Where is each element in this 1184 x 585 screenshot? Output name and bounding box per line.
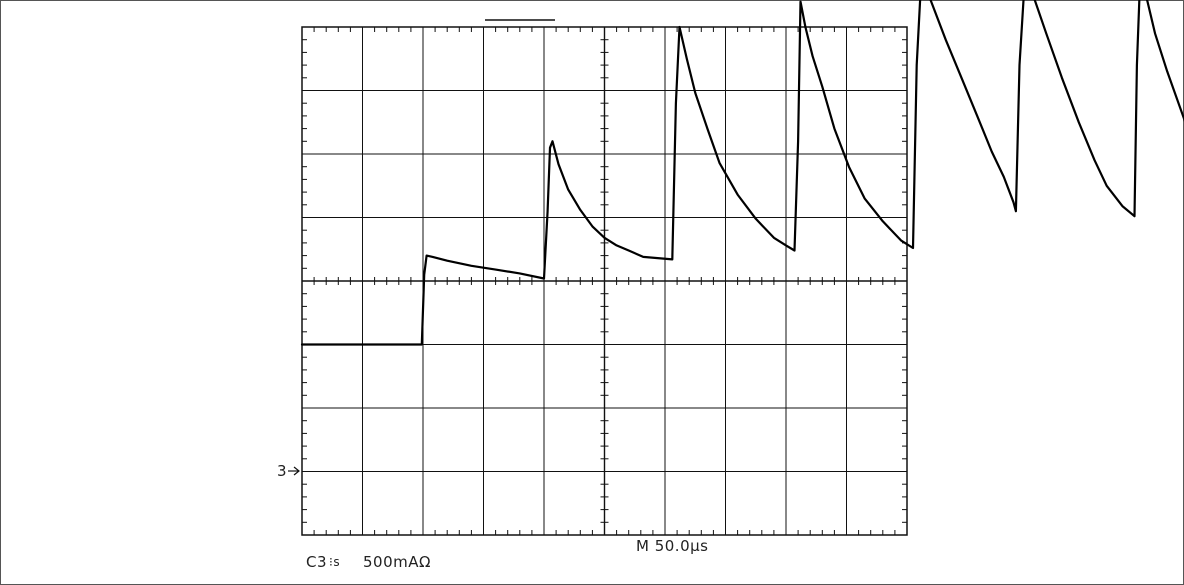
waveform-trace-c3	[300, 0, 1184, 346]
graticule-ticks	[302, 27, 907, 535]
ground-level-marker	[288, 466, 300, 476]
scale-readout: 500mAΩ	[363, 553, 431, 571]
ground-marker-label: 3	[277, 462, 288, 480]
ground-arrowhead-icon	[293, 466, 300, 476]
timebase-readout: M 50.0µs	[636, 537, 709, 555]
graticule-grid	[302, 27, 907, 535]
channel-label: C3	[306, 553, 328, 571]
coupling-icon: ⁝s	[329, 555, 341, 569]
